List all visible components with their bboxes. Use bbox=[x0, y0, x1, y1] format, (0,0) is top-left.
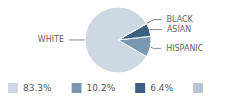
svg-text:BLACK: BLACK bbox=[167, 15, 194, 24]
svg-text:WHITE: WHITE bbox=[38, 35, 64, 44]
svg-text:83.3%: 83.3% bbox=[23, 83, 52, 93]
svg-text:6.4%: 6.4% bbox=[150, 83, 173, 93]
svg-text:10.2%: 10.2% bbox=[87, 83, 116, 93]
svg-text:ASIAN: ASIAN bbox=[167, 25, 191, 34]
svg-text:HISPANIC: HISPANIC bbox=[166, 44, 204, 53]
